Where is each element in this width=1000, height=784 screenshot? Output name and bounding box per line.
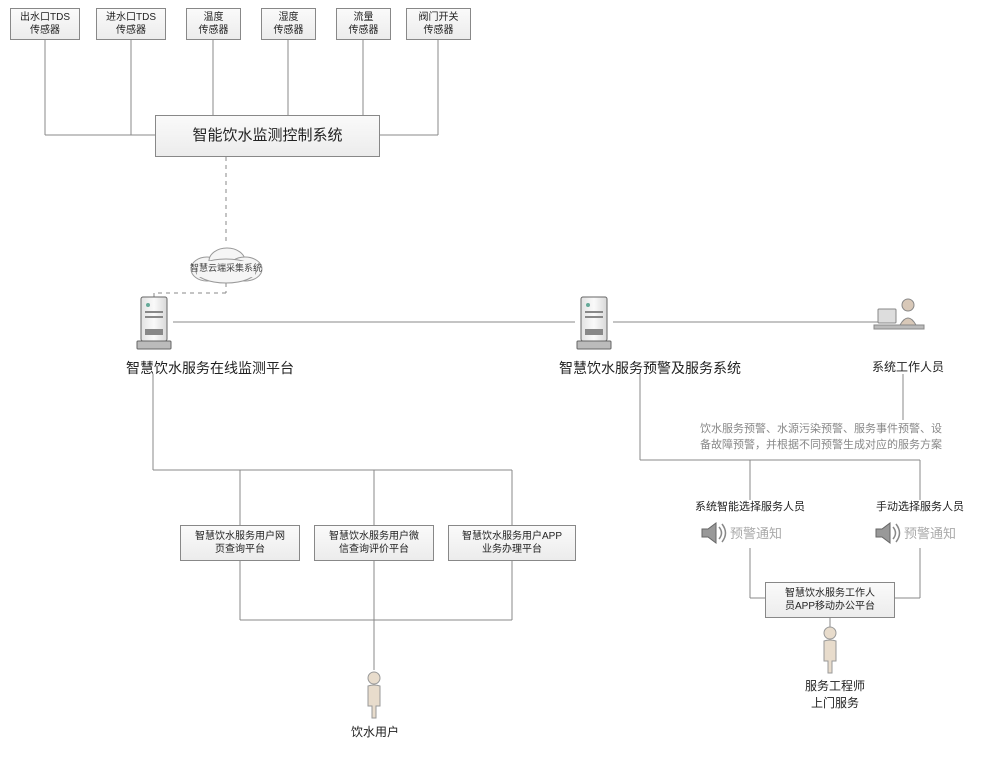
staff-label: 系统工作人员 bbox=[858, 358, 958, 375]
label: 温度传感器 bbox=[199, 11, 229, 37]
user-web-platform: 智慧饮水服务用户网页查询平台 bbox=[180, 525, 300, 561]
alert-description: 饮水服务预警、水源污染预警、服务事件预警、设备故障预警，并根据不同预警生成对应的… bbox=[700, 420, 990, 452]
server-right-icon bbox=[575, 295, 613, 353]
speaker-right-label: 预警通知 bbox=[904, 525, 956, 543]
label: 出水口TDS传感器 bbox=[20, 11, 70, 37]
worker-app-platform: 智慧饮水服务工作人员APP移动办公平台 bbox=[765, 582, 895, 618]
manual-select-label: 手动选择服务人员 bbox=[860, 500, 980, 515]
platform-left-label: 智慧饮水服务在线监测平台 bbox=[100, 358, 320, 378]
label: 湿度传感器 bbox=[274, 11, 304, 37]
auto-select-label: 系统智能选择服务人员 bbox=[680, 500, 820, 515]
control-system-box: 智能饮水监测控制系统 bbox=[155, 115, 380, 157]
sensor-temperature: 温度传感器 bbox=[186, 8, 241, 40]
sensor-humidity: 湿度传感器 bbox=[261, 8, 316, 40]
cloud-icon: 智慧云端采集系统 bbox=[181, 245, 271, 285]
engineer-person-icon bbox=[818, 625, 842, 675]
user-wechat-platform: 智慧饮水服务用户微信查询评价平台 bbox=[314, 525, 434, 561]
speaker-left-label: 预警通知 bbox=[730, 525, 782, 543]
server-left-icon bbox=[135, 295, 173, 353]
label: 智能饮水监测控制系统 bbox=[192, 126, 342, 146]
sensor-outlet-tds: 出水口TDS传感器 bbox=[10, 8, 80, 40]
speaker-right-icon bbox=[874, 520, 902, 546]
engineer-label: 服务工程师上门服务 bbox=[790, 678, 880, 712]
user-label: 饮水用户 bbox=[345, 724, 405, 741]
staff-person-icon bbox=[870, 295, 928, 335]
user-app-platform: 智慧饮水服务用户APP业务办理平台 bbox=[448, 525, 576, 561]
sensor-inlet-tds: 进水口TDS传感器 bbox=[96, 8, 166, 40]
user-person-icon bbox=[362, 670, 386, 720]
platform-right-label: 智慧饮水服务预警及服务系统 bbox=[535, 358, 765, 378]
sensor-flow: 流量传感器 bbox=[336, 8, 391, 40]
svg-text:智慧云端采集系统: 智慧云端采集系统 bbox=[190, 262, 262, 273]
speaker-left-icon bbox=[700, 520, 728, 546]
label: 进水口TDS传感器 bbox=[106, 11, 156, 37]
label: 阀门开关传感器 bbox=[419, 11, 459, 37]
label: 流量传感器 bbox=[349, 11, 379, 37]
connection-lines bbox=[0, 0, 1000, 784]
sensor-valve: 阀门开关传感器 bbox=[406, 8, 471, 40]
